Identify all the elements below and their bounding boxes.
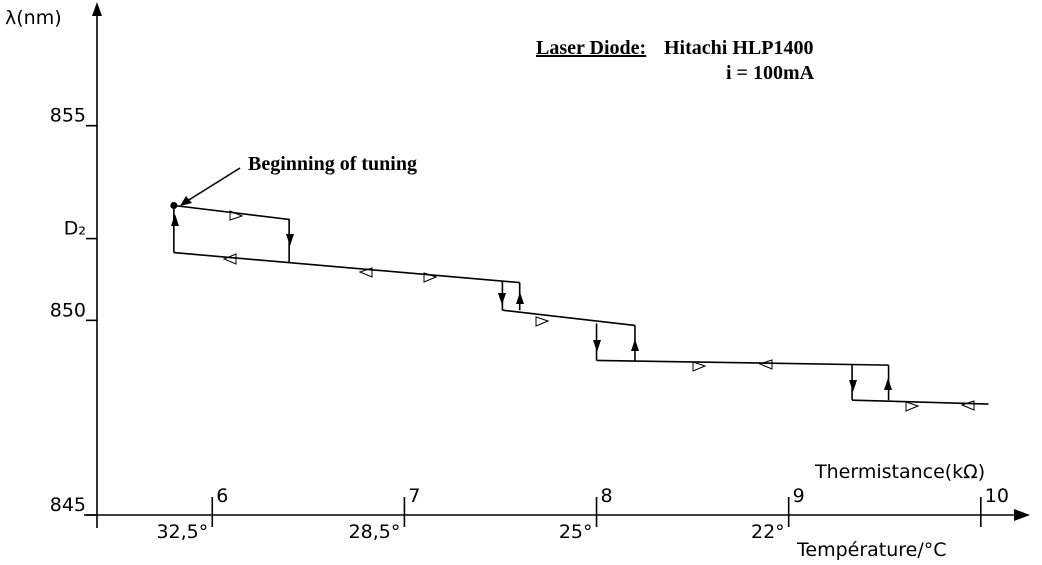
x-tick-label: 7 [408,485,420,507]
x2-axis-label: Température/°C [796,539,947,561]
y-tick-label: 855 [50,105,86,127]
x-axis-arrow [1014,509,1030,521]
x2-tick-label: 25° [559,521,593,543]
direction-arrows [171,210,975,412]
x2-tick-label: 32,5° [156,521,208,543]
annotation: Beginning of tuning [248,153,417,175]
annotation-arrowhead [180,196,192,206]
y-axis-arrow [92,2,102,16]
y-tick-label: 850 [50,299,86,321]
x-tick-label: 6 [216,485,228,507]
x-axis-label: Thermistance(kΩ) [814,461,985,483]
y-axis-label: λ(nm) [5,7,62,29]
y-tick-label: 845 [50,494,86,516]
y-tick-label: D₂ [64,218,86,240]
x-tick-label: 8 [601,485,613,507]
curve [596,359,889,366]
title-model: Hitachi HLP1400 [664,37,813,59]
start-point [170,201,178,209]
title-label: Laser Diode: [536,37,646,59]
curve [173,251,520,284]
x2-tick-label: 22° [751,521,785,543]
curve [173,204,290,263]
curve [852,399,989,405]
title-current: i = 100mA [726,62,815,84]
curve [502,309,636,327]
annotation-arrow [183,167,241,204]
x-tick-label: 9 [793,485,805,507]
x-tick-label: 10 [985,485,1009,507]
x2-tick-label: 28,5° [349,521,401,543]
